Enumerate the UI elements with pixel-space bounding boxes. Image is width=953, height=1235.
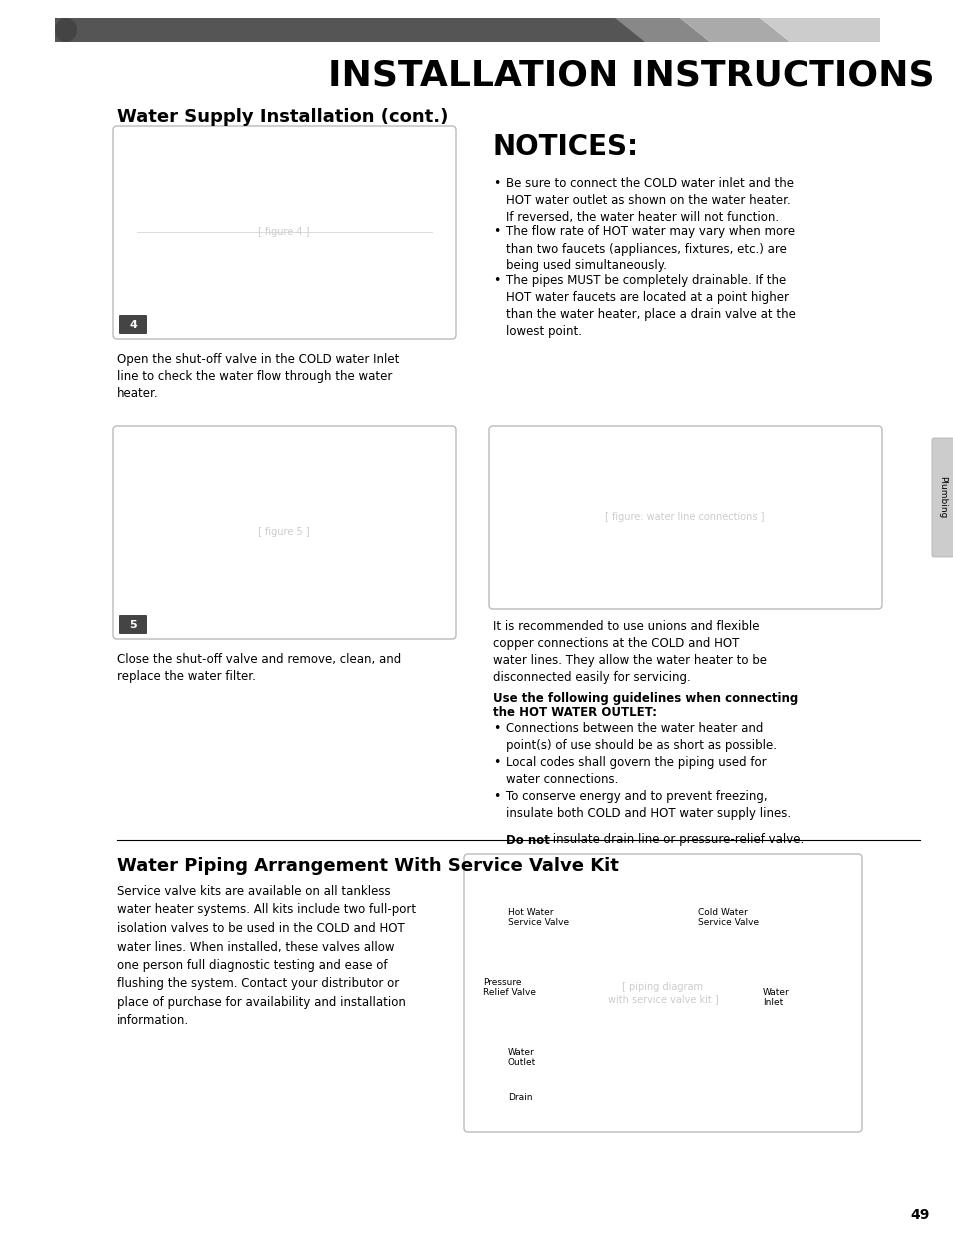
Text: Plumbing: Plumbing bbox=[938, 477, 946, 519]
Text: •: • bbox=[493, 177, 500, 190]
FancyBboxPatch shape bbox=[112, 126, 456, 338]
Text: •: • bbox=[493, 274, 500, 287]
Text: insulate drain line or pressure-relief valve.: insulate drain line or pressure-relief v… bbox=[548, 834, 803, 846]
Text: Water Supply Installation (cont.): Water Supply Installation (cont.) bbox=[117, 107, 448, 126]
Text: [ figure 5 ]: [ figure 5 ] bbox=[258, 527, 310, 537]
Text: Drain: Drain bbox=[507, 1093, 532, 1102]
Text: Pressure
Relief Valve: Pressure Relief Valve bbox=[482, 978, 536, 998]
Text: Hot Water
Service Valve: Hot Water Service Valve bbox=[507, 908, 569, 927]
Text: Local codes shall govern the piping used for
water connections.: Local codes shall govern the piping used… bbox=[505, 756, 766, 785]
Text: •: • bbox=[493, 790, 500, 803]
Text: Water Piping Arrangement With Service Valve Kit: Water Piping Arrangement With Service Va… bbox=[117, 857, 618, 876]
Text: [ figure 4 ]: [ figure 4 ] bbox=[258, 227, 310, 237]
Text: Open the shut-off valve in the COLD water Inlet
line to check the water flow thr: Open the shut-off valve in the COLD wate… bbox=[117, 353, 399, 400]
Polygon shape bbox=[760, 19, 879, 42]
Polygon shape bbox=[679, 19, 789, 42]
Text: Cold Water
Service Valve: Cold Water Service Valve bbox=[698, 908, 759, 927]
Text: Do not: Do not bbox=[505, 834, 549, 846]
Text: It is recommended to use unions and flexible
copper connections at the COLD and : It is recommended to use unions and flex… bbox=[493, 620, 766, 684]
Text: Be sure to connect the COLD water inlet and the
HOT water outlet as shown on the: Be sure to connect the COLD water inlet … bbox=[505, 177, 793, 224]
FancyBboxPatch shape bbox=[489, 426, 882, 609]
Text: Service valve kits are available on all tankless
water heater systems. All kits : Service valve kits are available on all … bbox=[117, 885, 416, 1028]
Text: •: • bbox=[493, 226, 500, 238]
Text: Close the shut-off valve and remove, clean, and
replace the water filter.: Close the shut-off valve and remove, cle… bbox=[117, 653, 401, 683]
Text: •: • bbox=[493, 722, 500, 735]
Text: Use the following guidelines when connecting: Use the following guidelines when connec… bbox=[493, 692, 798, 705]
Text: The pipes MUST be completely drainable. If the
HOT water faucets are located at : The pipes MUST be completely drainable. … bbox=[505, 274, 795, 338]
Text: Water
Outlet: Water Outlet bbox=[507, 1049, 536, 1067]
Text: 4: 4 bbox=[129, 320, 137, 330]
Text: 49: 49 bbox=[909, 1208, 929, 1221]
Text: NOTICES:: NOTICES: bbox=[493, 133, 639, 161]
Text: [ figure: water line connections ]: [ figure: water line connections ] bbox=[604, 513, 764, 522]
FancyBboxPatch shape bbox=[463, 853, 862, 1132]
FancyBboxPatch shape bbox=[931, 438, 953, 557]
FancyBboxPatch shape bbox=[119, 615, 147, 634]
Ellipse shape bbox=[857, 19, 879, 42]
Text: INSTALLATION INSTRUCTIONS: INSTALLATION INSTRUCTIONS bbox=[328, 58, 934, 91]
Text: The flow rate of HOT water may vary when more
than two faucets (appliances, fixt: The flow rate of HOT water may vary when… bbox=[505, 226, 794, 273]
Text: •: • bbox=[493, 756, 500, 769]
Ellipse shape bbox=[55, 19, 77, 42]
Text: Water
Inlet: Water Inlet bbox=[762, 988, 789, 1008]
Text: To conserve energy and to prevent freezing,
insulate both COLD and HOT water sup: To conserve energy and to prevent freezi… bbox=[505, 790, 790, 837]
Text: [ piping diagram
with service valve kit ]: [ piping diagram with service valve kit … bbox=[607, 982, 718, 1004]
Text: Connections between the water heater and
point(s) of use should be as short as p: Connections between the water heater and… bbox=[505, 722, 776, 752]
FancyBboxPatch shape bbox=[55, 19, 644, 42]
FancyBboxPatch shape bbox=[112, 426, 456, 638]
Text: the HOT WATER OUTLET:: the HOT WATER OUTLET: bbox=[493, 706, 657, 719]
FancyBboxPatch shape bbox=[119, 315, 147, 333]
Text: 5: 5 bbox=[129, 620, 136, 630]
Polygon shape bbox=[615, 19, 709, 42]
